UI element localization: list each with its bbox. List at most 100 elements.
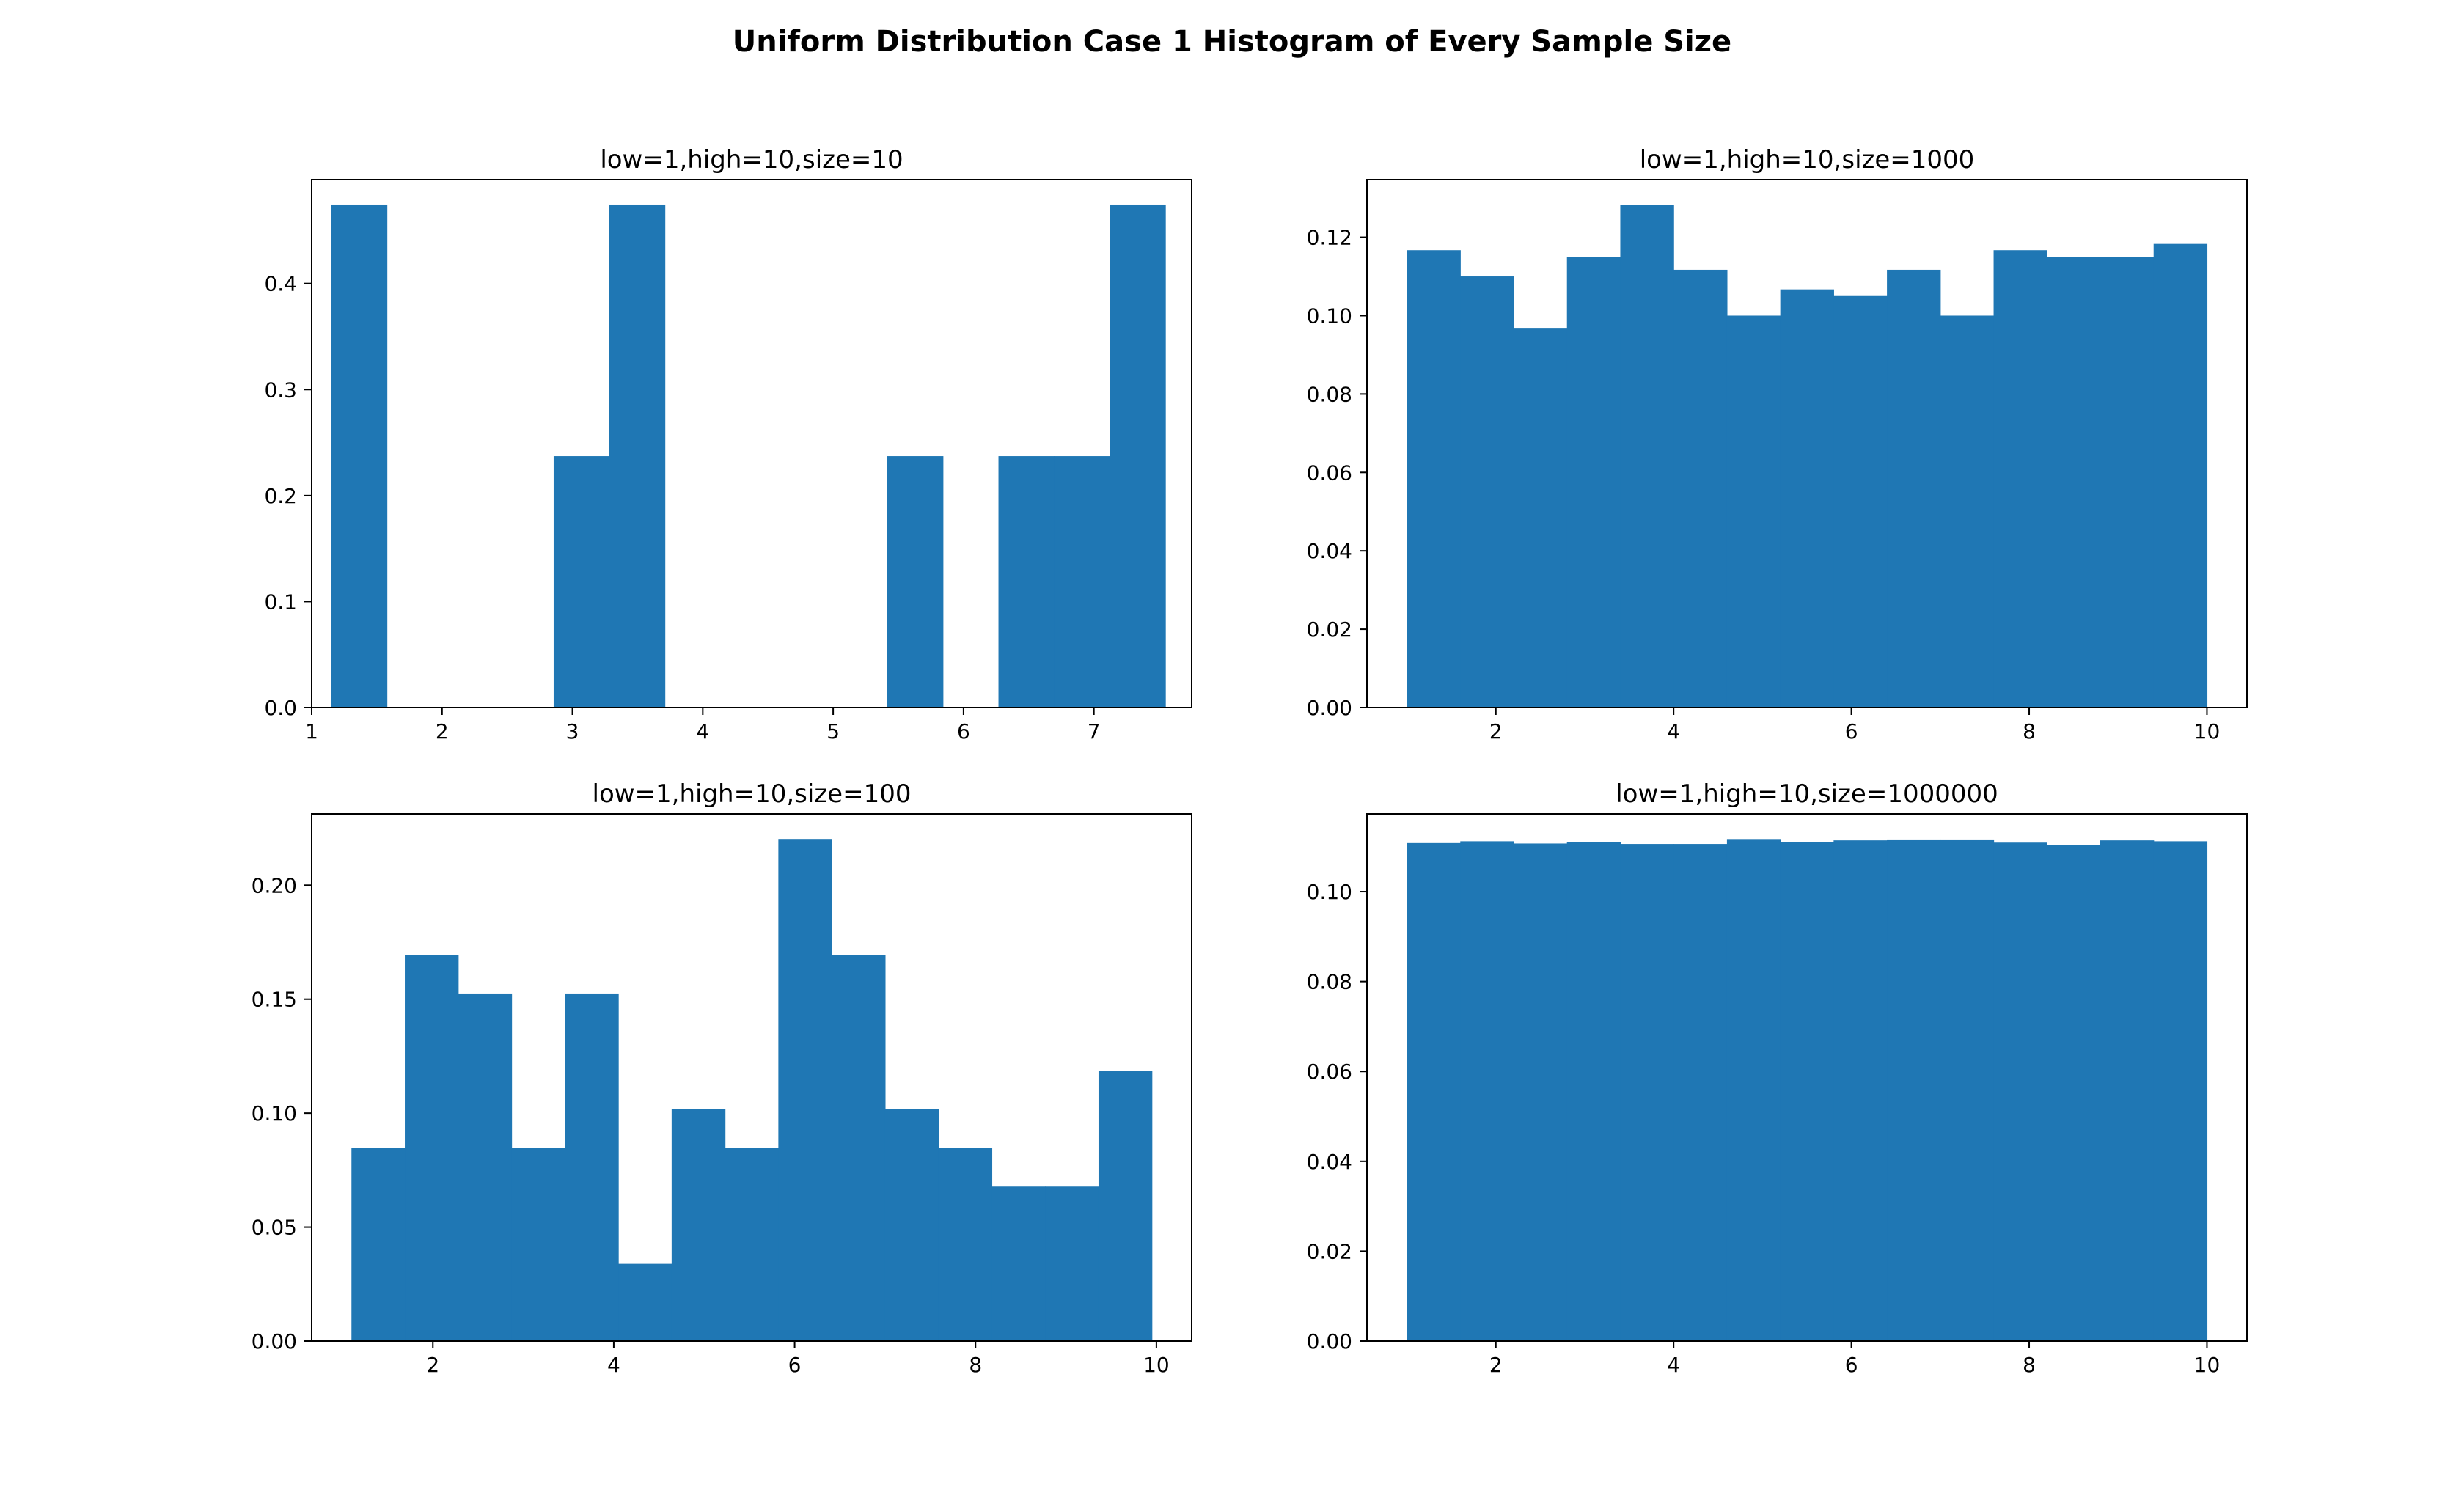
- histogram-bar: [671, 1109, 726, 1341]
- histogram-bar: [1460, 841, 1514, 1341]
- x-tick-label: 4: [607, 1353, 620, 1377]
- y-tick-label: 0.05: [252, 1216, 297, 1240]
- histogram-bar: [998, 456, 1055, 708]
- x-tick-label: 8: [969, 1353, 982, 1377]
- histogram-bar: [565, 993, 619, 1341]
- subplot-top-left: low=1,high=10,size=10 1 2 3 4 5 6 7 0.0 0.1 0.2 0.3…: [264, 145, 1192, 744]
- histogram-bar: [1780, 842, 1834, 1341]
- histogram-bar: [553, 456, 610, 708]
- x-tick-label: 6: [957, 719, 970, 744]
- histogram-bar: [832, 955, 886, 1341]
- y-tick-label: 0.08: [1307, 382, 1352, 406]
- y-tick-label: 0.04: [1307, 1150, 1352, 1174]
- x-tick-label: 4: [1667, 719, 1680, 744]
- y-tick-label: 0.08: [1307, 970, 1352, 994]
- x-tick-label: 2: [426, 1353, 439, 1377]
- y-tick-label: 0.3: [264, 378, 297, 402]
- histogram-bar: [1514, 843, 1568, 1341]
- x-tick-label: 4: [1667, 1353, 1680, 1377]
- subplot-title: low=1,high=10,size=10: [600, 145, 903, 175]
- histogram-bar: [1780, 289, 1834, 708]
- y-tick-label: 0.10: [252, 1101, 297, 1126]
- histogram-bar: [778, 839, 832, 1341]
- histogram-bar: [331, 204, 388, 708]
- x-tick-label: 8: [2023, 719, 2036, 744]
- histogram-bar: [2047, 257, 2101, 708]
- figure-title: Uniform Distribution Case 1 Histogram of…: [733, 25, 1731, 59]
- y-tick-label: 0.00: [1307, 1329, 1352, 1354]
- x-tick-label: 10: [2194, 719, 2221, 744]
- y-tick-label: 0.00: [1307, 696, 1352, 720]
- x-tick-label: 6: [788, 1353, 802, 1377]
- histogram-bar: [991, 1186, 1046, 1341]
- histogram-bar: [1460, 276, 1514, 708]
- histogram-bar: [938, 1148, 993, 1341]
- subplot-bottom-right: low=1,high=10,size=1000000 2 4 6 8 10 0.00 0.02…: [1307, 779, 2248, 1377]
- subplot-title: low=1,high=10,size=1000: [1640, 145, 1975, 175]
- histogram-bar: [1566, 842, 1621, 1341]
- y-tick-label: 0.02: [1307, 1239, 1352, 1263]
- x-tick-label: 3: [566, 719, 579, 744]
- histogram-bar: [1620, 844, 1674, 1341]
- histogram-bar: [1098, 1071, 1153, 1341]
- histogram-bar: [1940, 839, 1995, 1341]
- histogram-bar: [1045, 1186, 1099, 1341]
- histogram-bar: [2100, 257, 2155, 708]
- y-tick-label: 0.04: [1307, 539, 1352, 563]
- histogram-bar: [351, 1148, 406, 1341]
- y-tick-label: 0.10: [1307, 880, 1352, 904]
- x-tick-label: 2: [1489, 719, 1503, 744]
- histogram-bar: [1887, 839, 1941, 1341]
- histogram-bar: [1887, 269, 1941, 708]
- histogram-bar: [1407, 842, 1461, 1341]
- histogram-bar: [884, 1109, 939, 1341]
- y-tick-label: 0.00: [252, 1329, 297, 1354]
- histogram-bar: [618, 1263, 672, 1341]
- histogram-bar: [458, 993, 513, 1341]
- x-tick-label: 4: [696, 719, 709, 744]
- histogram-bar: [1620, 205, 1674, 708]
- subplot-top-right: low=1,high=10,size=1000 2 4 6 8 10 0.00 0.02 0.0…: [1307, 145, 2248, 744]
- y-tick-label: 0.12: [1307, 226, 1352, 250]
- axes-frame: [311, 179, 1192, 708]
- y-tick-label: 0.02: [1307, 617, 1352, 642]
- y-tick-label: 0.1: [264, 590, 297, 614]
- x-tick-label: 8: [2023, 1353, 2036, 1377]
- histogram-bar: [1514, 328, 1568, 708]
- x-tick-label: 10: [2194, 1353, 2221, 1377]
- x-tick-label: 6: [1845, 719, 1858, 744]
- histogram-bar: [887, 456, 944, 708]
- histogram-bar: [1833, 840, 1888, 1341]
- y-tick-label: 0.10: [1307, 304, 1352, 328]
- histogram-bar: [1566, 257, 1621, 708]
- subplot-title: low=1,high=10,size=1000000: [1616, 779, 1998, 809]
- histogram-bar: [1833, 295, 1888, 708]
- y-tick-label: 0.15: [252, 988, 297, 1012]
- histogram-bar: [2153, 841, 2208, 1341]
- y-tick-label: 0.20: [252, 873, 297, 897]
- histogram-bar: [1673, 269, 1728, 708]
- histogram-bar: [511, 1148, 565, 1341]
- y-tick-label: 0.2: [264, 484, 297, 508]
- x-tick-label: 6: [1845, 1353, 1858, 1377]
- histogram-bar: [2100, 840, 2155, 1341]
- histogram-bar: [1407, 250, 1461, 708]
- y-tick-label: 0.4: [264, 272, 297, 296]
- histogram-bar: [1054, 456, 1110, 708]
- histogram-bar: [2047, 845, 2101, 1341]
- axes-frame: [311, 813, 1192, 1342]
- x-tick-label: 10: [1143, 1353, 1170, 1377]
- histogram-bar: [1993, 250, 2047, 708]
- axes-frame: [1366, 179, 2248, 708]
- histogram-bar: [405, 955, 459, 1341]
- x-tick-label: 2: [436, 719, 449, 744]
- x-tick-label: 1: [305, 719, 318, 744]
- y-tick-label: 0.06: [1307, 460, 1352, 485]
- x-tick-label: 7: [1088, 719, 1101, 744]
- histogram-bar: [1726, 315, 1781, 708]
- histogram-bar: [1940, 315, 1995, 708]
- histogram-bar: [1993, 842, 2047, 1341]
- axes-frame: [1366, 813, 2248, 1342]
- histogram-bar: [1673, 844, 1728, 1341]
